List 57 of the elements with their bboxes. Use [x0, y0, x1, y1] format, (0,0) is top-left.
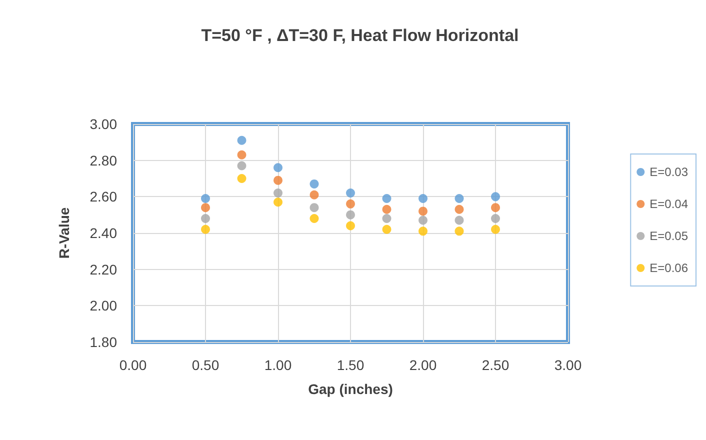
point: [346, 221, 355, 230]
point: [418, 194, 428, 203]
point: [382, 224, 392, 234]
legend-label: E=0.06: [650, 261, 688, 275]
point: [491, 214, 500, 223]
x-tick-label: 1.00: [264, 357, 292, 373]
x-tick-label: 2.50: [482, 357, 510, 373]
y-tick-label: 2.40: [90, 225, 118, 241]
point: [201, 194, 210, 203]
point: [310, 214, 319, 223]
point: [382, 204, 392, 214]
y-tick-label: 2.80: [90, 152, 118, 168]
legend-label: E=0.05: [650, 229, 688, 243]
point: [237, 150, 246, 160]
chart-title: T=50 °F , ΔT=30 F, Heat Flow Horizontal: [201, 26, 519, 45]
point: [382, 214, 392, 223]
point: [237, 161, 246, 170]
y-tick-label: 2.20: [90, 261, 118, 278]
x-tick-label: 3.00: [554, 357, 582, 373]
y-tick-label: 1.80: [90, 334, 118, 350]
y-tick-label: 2.60: [90, 188, 118, 205]
point: [201, 214, 210, 223]
legend-label: E=0.03: [650, 165, 688, 179]
point: [454, 216, 464, 225]
point: [310, 179, 319, 188]
legend-label: E=0.04: [650, 197, 688, 211]
point: [346, 188, 355, 198]
point: [418, 206, 428, 216]
point: [454, 226, 464, 236]
point: [310, 190, 319, 200]
point: [454, 194, 464, 203]
point: [454, 204, 464, 214]
x-axis-title: Gap (inches): [308, 381, 393, 397]
y-tick-label: 2.00: [90, 298, 118, 314]
x-tick-label: 1.50: [336, 357, 364, 373]
point: [491, 224, 500, 234]
point: [310, 203, 319, 212]
point: [418, 226, 428, 236]
x-tick-label: 0.50: [192, 357, 220, 373]
point: [274, 198, 282, 207]
point: [491, 192, 500, 202]
point: [274, 163, 282, 172]
point: [201, 203, 210, 212]
y-tick-label: 3.00: [90, 116, 118, 132]
point: [382, 194, 392, 203]
point: [491, 203, 500, 212]
point: [201, 224, 210, 234]
x-tick-label: 0.00: [119, 357, 147, 373]
x-tick-label: 2.00: [409, 357, 437, 373]
point: [237, 174, 246, 183]
y-axis-title: R-Value: [56, 207, 72, 259]
point: [237, 136, 246, 145]
point: [274, 188, 282, 198]
point: [346, 199, 355, 208]
point: [274, 176, 282, 185]
point: [418, 216, 428, 225]
point: [346, 210, 355, 220]
